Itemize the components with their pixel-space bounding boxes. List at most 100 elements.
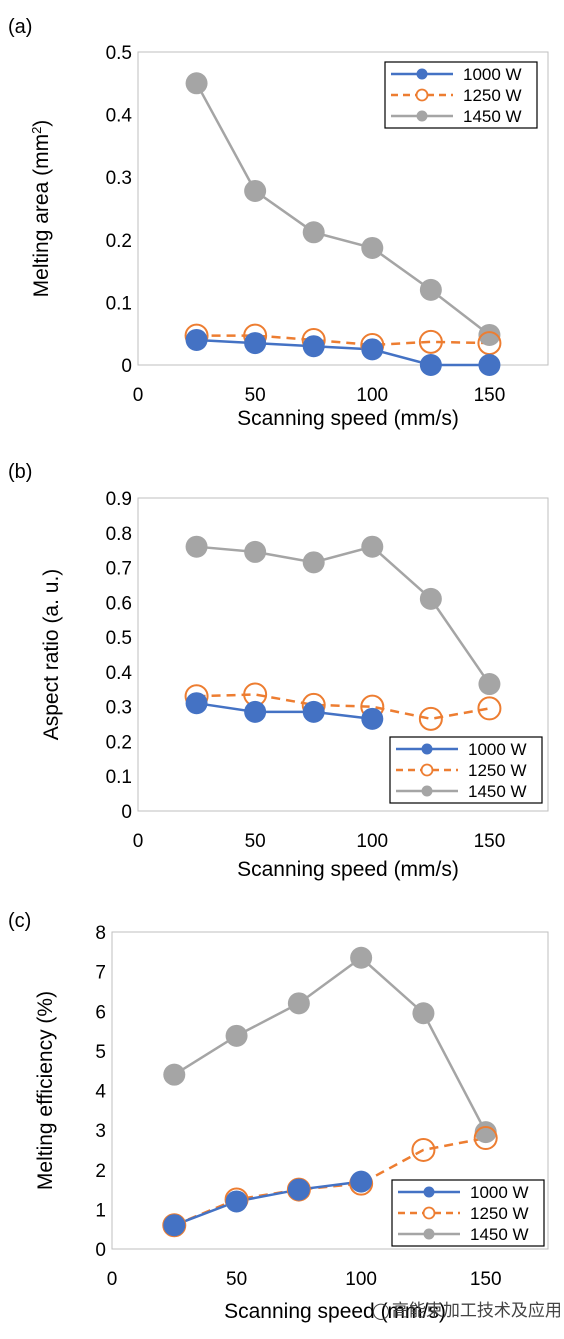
- data-point: [419, 587, 442, 610]
- x-tick-label: 0: [107, 1269, 118, 1290]
- panel-label: (c): [8, 910, 31, 932]
- y-tick-label: 0: [121, 802, 132, 823]
- y-tick-label: 0.8: [106, 524, 132, 545]
- legend-label: 1250 W: [470, 1204, 529, 1223]
- y-tick-label: 0.3: [106, 698, 132, 719]
- series-line-1000w: [196, 338, 490, 367]
- x-tick-label: 50: [245, 385, 266, 406]
- data-point: [163, 1063, 186, 1086]
- data-point: [419, 354, 442, 376]
- x-tick-label: 150: [474, 385, 506, 406]
- data-point: [302, 551, 325, 574]
- x-tick-label: 0: [133, 385, 144, 406]
- y-tick-label: 0.6: [106, 593, 132, 614]
- x-tick-label: 100: [345, 1269, 377, 1290]
- y-tick-label: 0.5: [106, 628, 132, 649]
- legend-label: 1000 W: [470, 1183, 529, 1202]
- plot-area-frame: [111, 931, 549, 1250]
- y-tick-label: 4: [95, 1082, 106, 1103]
- chart-panel-3: (c) 0 1 2 3 4 5 6 7 8 0 50 100 150 Scanning speed (mm/…: [8, 910, 549, 1323]
- data-point: [418, 706, 443, 731]
- plot-area-frame: [137, 51, 549, 366]
- y-tick-label: 2: [95, 1161, 106, 1182]
- legend-label: 1250 W: [468, 761, 527, 780]
- data-point: [185, 72, 208, 95]
- data-point: [185, 535, 208, 558]
- data-point: [361, 535, 384, 558]
- data-point: [361, 338, 384, 361]
- legend-marker: [415, 88, 429, 102]
- x-tick-label: 150: [470, 1269, 502, 1290]
- data-point: [473, 1126, 498, 1151]
- chart-panel-1: (a) 0 0.1 0.2 0.3 0.4 0.5 0 50 100 150 Scanning spe…: [8, 16, 549, 430]
- watermark: ◯ 高能束加工技术及应用: [372, 1296, 562, 1321]
- y-tick-label: 0: [95, 1240, 106, 1261]
- series-line-1450w: [196, 545, 491, 685]
- x-tick-label: 100: [356, 831, 388, 852]
- data-point: [244, 179, 267, 202]
- data-point: [474, 1121, 497, 1144]
- data-point: [244, 540, 267, 563]
- series-line-1250w: [196, 693, 490, 721]
- y-tick-label: 5: [95, 1042, 106, 1063]
- data-point: [478, 354, 501, 376]
- x-tick-label: 50: [226, 1269, 247, 1290]
- data-point: [287, 992, 310, 1015]
- y-tick-label: 6: [95, 1002, 106, 1023]
- x-tick-label: 0: [133, 831, 144, 852]
- legend-label: 1450 W: [470, 1225, 529, 1244]
- y-tick-label: 1: [95, 1200, 106, 1221]
- data-point: [350, 1170, 373, 1193]
- y-tick-label: 0.9: [106, 489, 132, 510]
- series-line-1000w: [173, 1180, 362, 1227]
- data-point: [302, 700, 325, 723]
- data-point: [419, 278, 442, 301]
- series-line-1450w: [173, 956, 487, 1133]
- legend-marker: [423, 1228, 435, 1240]
- y-tick-label: 0.7: [106, 559, 132, 580]
- wechat-icon: ◯: [372, 1301, 390, 1320]
- data-point: [244, 332, 267, 355]
- data-point: [225, 1024, 248, 1047]
- data-point: [361, 707, 384, 730]
- y-tick-label: 0.5: [106, 43, 132, 64]
- legend-marker: [421, 785, 433, 797]
- plot-area-frame: [137, 497, 549, 812]
- legend-marker: [416, 68, 428, 80]
- panel-label: (b): [8, 461, 32, 483]
- y-tick-label: 0.1: [106, 293, 132, 314]
- y-tick-label: 0.4: [106, 106, 133, 127]
- panel-label: (a): [8, 16, 32, 38]
- y-tick-label: 0: [121, 356, 132, 377]
- legend-marker: [416, 110, 428, 122]
- data-point: [287, 1178, 310, 1201]
- data-point: [411, 1137, 436, 1162]
- y-tick-label: 0.4: [106, 663, 133, 684]
- legend-label: 1250 W: [463, 86, 522, 105]
- y-tick-label: 8: [95, 923, 106, 944]
- series-line-1250w: [196, 334, 490, 347]
- legend-marker: [421, 743, 433, 755]
- legend-label: 1450 W: [463, 107, 522, 126]
- y-tick-label: 7: [95, 963, 106, 984]
- data-point: [185, 692, 208, 715]
- y-tick-label: 0.2: [106, 231, 132, 252]
- legend-marker: [420, 763, 434, 777]
- data-point: [478, 323, 501, 346]
- watermark-text: 高能束加工技术及应用: [391, 1301, 562, 1321]
- data-point: [163, 1214, 186, 1237]
- legend-label: 1000 W: [463, 65, 522, 84]
- series-line-1000w: [196, 701, 373, 721]
- x-axis-title: Scanning speed (mm/s): [224, 1300, 446, 1323]
- x-tick-label: 150: [474, 831, 506, 852]
- data-point: [418, 329, 443, 354]
- x-axis-title: Scanning speed (mm/s): [237, 407, 459, 430]
- y-axis-title: Aspect ratio (a. u.): [40, 569, 63, 741]
- data-point: [185, 328, 208, 351]
- data-point: [302, 221, 325, 244]
- x-axis-title: Scanning speed (mm/s): [237, 858, 459, 881]
- data-point: [350, 946, 373, 969]
- data-point: [478, 673, 501, 696]
- y-axis-title: Melting efficiency (%): [34, 991, 57, 1190]
- x-tick-label: 50: [245, 831, 266, 852]
